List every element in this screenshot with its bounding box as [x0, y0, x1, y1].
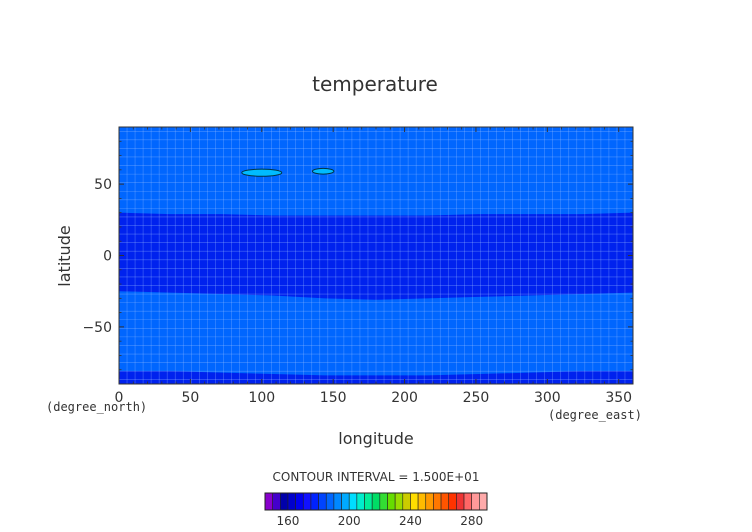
y-tick-label-0: 50: [94, 177, 112, 193]
plot-area: [118, 126, 634, 385]
colorbar-swatch-170: [302, 492, 312, 511]
y-tick-label-1: 0: [103, 249, 112, 265]
grid-lines: [118, 127, 634, 384]
colorbar-swatch-240: [410, 492, 419, 511]
colorbar: 160 200 240 280: [264, 492, 488, 528]
x-tick-label-350: 350: [605, 390, 632, 406]
x-unit-label: (degree_east): [548, 408, 642, 422]
colorbar-swatch-215: [371, 492, 381, 511]
x-tick-label-300: 300: [534, 390, 561, 406]
colorbar-swatch-275: [463, 492, 472, 511]
region-south-polar-band: [119, 371, 633, 384]
chart-title: temperature: [312, 72, 438, 96]
colorbar-swatch-255: [433, 492, 442, 511]
colorbar-swatch-265: [448, 492, 457, 511]
x-tick-label-100: 100: [248, 390, 275, 406]
colorbar-swatch-285: [479, 492, 488, 511]
colorbar-swatch-180: [318, 492, 327, 511]
colorbar-swatch-210: [364, 492, 373, 511]
x-axis-label: longitude: [338, 429, 413, 448]
colorbar-swatch-150: [272, 492, 281, 511]
colorbar-swatch-165: [295, 492, 304, 511]
colorbar-swatch-250: [425, 492, 434, 511]
colorbar-label-240: 240: [399, 514, 422, 528]
y-unit-label: (degree_north): [46, 400, 147, 414]
colorbar-swatch-235: [402, 492, 411, 511]
contour-warm-patch-2: [311, 167, 335, 175]
colorbar-label-280: 280: [460, 514, 483, 528]
colorbar-swatch-205: [356, 492, 365, 511]
y-axis: 50 0 −50: [82, 140, 633, 371]
colorbar-label-160: 160: [277, 514, 300, 528]
y-axis-label: latitude: [55, 225, 74, 286]
colorbar-swatch-195: [341, 492, 350, 511]
colorbar-swatch-230: [394, 492, 404, 511]
colorbar-swatch-175: [310, 492, 319, 511]
x-tick-label-50: 50: [181, 390, 199, 406]
colorbar-swatch-160: [287, 492, 296, 511]
x-tick-label-200: 200: [391, 390, 418, 406]
colorbar-swatch-245: [417, 492, 427, 511]
colorbar-swatch-225: [387, 492, 396, 511]
x-tick-label-150: 150: [320, 390, 347, 406]
colorbar-swatch-185: [325, 492, 335, 511]
colorbar-swatch-145: [264, 492, 273, 511]
x-axis: 0 50 100 150 200 250 300 350: [115, 127, 632, 406]
region-tropical-band: [119, 212, 633, 300]
contour-interval-label: CONTOUR INTERVAL = 1.500E+01: [273, 470, 480, 484]
x-tick-label-250: 250: [463, 390, 490, 406]
colorbar-swatch-190: [333, 492, 342, 511]
contour-warm-patch-1: [241, 168, 283, 177]
x-tick-label-0: 0: [115, 390, 124, 406]
colorbar-swatch-260: [440, 492, 450, 511]
y-tick-label-2: −50: [82, 320, 112, 336]
colorbar-swatch-155: [280, 492, 289, 511]
colorbar-label-200: 200: [338, 514, 361, 528]
colorbar-swatch-270: [456, 492, 465, 511]
colorbar-swatch-200: [348, 492, 358, 511]
colorbar-swatch-220: [379, 492, 388, 511]
colorbar-swatch-280: [471, 492, 480, 511]
